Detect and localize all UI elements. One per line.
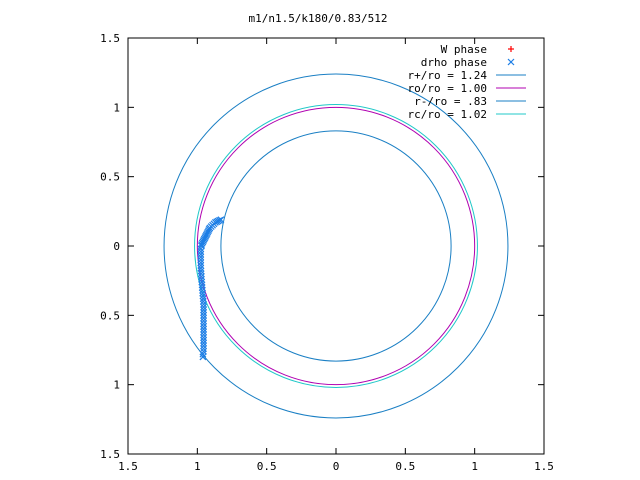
y-tick-label: 1 xyxy=(113,379,120,392)
x-tick-label: 1.5 xyxy=(118,460,138,473)
drho-phase-point xyxy=(199,286,206,294)
x-tick-labels: 1.5 1 0.5 0 0.5 1 1.5 xyxy=(118,460,554,473)
drho-phase-series xyxy=(197,216,225,361)
drho-phase-point xyxy=(197,270,205,278)
drho-phase-point xyxy=(198,278,206,286)
drho-phase-point xyxy=(200,320,207,328)
drho-phase-point xyxy=(199,295,207,303)
drho-phase-point xyxy=(200,325,207,333)
y-tick-label: 1.5 xyxy=(100,448,120,461)
drho-phase-point xyxy=(197,261,205,269)
drho-phase-point xyxy=(199,292,207,300)
drho-phase-point xyxy=(197,245,205,253)
drho-phase-point xyxy=(199,289,207,297)
circle-rcro xyxy=(194,104,478,388)
legend-label: r-/ro = .83 xyxy=(414,95,487,108)
drho-phase-point xyxy=(200,342,207,350)
drho-phase-point xyxy=(200,339,207,347)
drho-phase-point xyxy=(200,311,207,319)
drho-phase-point xyxy=(197,253,205,261)
drho-phase-point xyxy=(200,323,207,330)
chart-title: m1/n1.5/k180/0.83/512 xyxy=(248,12,387,25)
drho-phase-point xyxy=(200,331,207,339)
drho-phase-point xyxy=(197,259,205,267)
drho-phase-point xyxy=(200,303,207,311)
reference-circles xyxy=(163,73,509,419)
drho-phase-point xyxy=(197,250,205,258)
axis-ticks xyxy=(127,37,545,455)
legend-label: drho phase xyxy=(421,56,487,69)
drho-phase-point xyxy=(199,353,207,361)
x-tick-label: 1 xyxy=(194,460,201,473)
drho-phase-point xyxy=(200,300,207,308)
legend-cross-marker xyxy=(507,58,515,66)
drho-phase-point xyxy=(200,336,207,344)
y-tick-label: 0.5 xyxy=(100,309,120,322)
drho-phase-point xyxy=(200,314,207,322)
drho-phase-point xyxy=(200,309,207,316)
legend-label: ro/ro = 1.00 xyxy=(408,82,487,95)
x-tick-label: 0.5 xyxy=(257,460,277,473)
drho-phase-point xyxy=(197,256,205,264)
drho-phase-point xyxy=(199,298,207,305)
drho-phase-point xyxy=(200,345,207,353)
drho-phase-point xyxy=(197,264,205,272)
drho-phase-point xyxy=(197,248,205,255)
drho-phase-point xyxy=(198,284,206,292)
drho-phase-point xyxy=(197,267,205,275)
drho-phase-point xyxy=(200,317,207,325)
y-tick-label: 0.5 xyxy=(100,171,120,184)
y-tick-label: 1 xyxy=(113,101,120,114)
drho-phase-point xyxy=(200,328,207,336)
x-tick-label: 0.5 xyxy=(395,460,415,473)
drho-phase-point xyxy=(198,281,206,289)
x-tick-label: 1 xyxy=(471,460,478,473)
legend-label: W phase xyxy=(441,43,487,56)
y-tick-label: 1.5 xyxy=(100,32,120,45)
legend-label: rc/ro = 1.02 xyxy=(408,108,487,121)
x-tick-label: 0 xyxy=(333,460,340,473)
y-tick-labels: 1.5 1 0.5 0 0.5 1 1.5 xyxy=(100,32,120,461)
circle-rro xyxy=(220,130,452,362)
circle-rro xyxy=(163,73,509,419)
drho-phase-point xyxy=(199,350,207,358)
circle-roro xyxy=(196,106,476,386)
drho-phase-point xyxy=(200,306,207,314)
x-tick-label: 1.5 xyxy=(534,460,554,473)
drho-phase-point xyxy=(200,334,207,341)
legend-label: r+/ro = 1.24 xyxy=(408,69,488,82)
y-tick-label: 0 xyxy=(113,240,120,253)
drho-phase-point xyxy=(198,275,205,283)
drho-phase-point xyxy=(198,273,205,280)
